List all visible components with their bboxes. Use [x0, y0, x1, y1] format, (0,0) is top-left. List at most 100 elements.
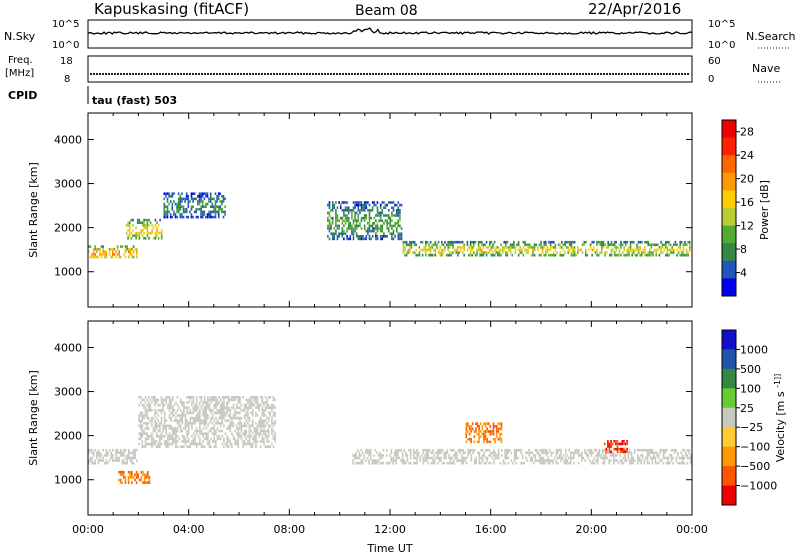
scatter-cell [649, 251, 651, 254]
scatter-cell [500, 425, 503, 428]
scatter-cell [355, 456, 357, 460]
scatter-cell [481, 448, 484, 452]
scatter-cell [165, 442, 168, 446]
scatter-cell [176, 210, 178, 214]
scatter-cell [344, 216, 347, 220]
scatter-cell [154, 224, 157, 227]
scatter-cell [124, 456, 127, 460]
scatter-cell [141, 442, 144, 446]
scatter-cell [505, 246, 507, 249]
scatter-cell [564, 243, 566, 247]
scatter-cell [405, 243, 408, 247]
scatter-cell [195, 215, 198, 219]
freq-label-line1: Freq. [8, 55, 33, 66]
scatter-cell [597, 461, 599, 465]
scatter-cell [424, 454, 426, 457]
scatter-cell [261, 406, 264, 409]
scatter-cell [677, 454, 679, 457]
scatter-cell [657, 454, 660, 457]
scatter-cell [359, 201, 361, 204]
scatter-cell [165, 432, 168, 435]
scatter-cell [251, 401, 254, 404]
scatter-cell [219, 200, 222, 203]
scatter-cell [471, 246, 473, 249]
scatter-cell [195, 419, 198, 422]
scatter-cell [199, 432, 201, 435]
scatter-cell [541, 246, 544, 249]
scatter-cell [195, 429, 198, 433]
scatter-cell [425, 251, 427, 254]
scatter-cell [545, 451, 548, 455]
scatter-cell [469, 240, 472, 244]
scatter-cell [658, 246, 661, 249]
scatter-cell [570, 251, 573, 254]
scatter-cell [445, 451, 447, 455]
scatter-cell [497, 451, 500, 455]
scatter-cell [118, 470, 120, 474]
scatter-cell [209, 195, 212, 198]
scatter-cell [154, 398, 156, 402]
scatter-cell [433, 253, 435, 257]
scatter-cell [255, 442, 257, 446]
scatter-cell [521, 454, 524, 457]
scatter-cell [478, 438, 480, 441]
power-scatter-cells [88, 192, 691, 259]
scatter-cell [520, 448, 522, 452]
scatter-cell [104, 250, 106, 254]
scatter-cell [460, 248, 462, 252]
scatter-cell [569, 451, 572, 455]
scatter-cell [487, 422, 490, 425]
scatter-cell [124, 255, 127, 259]
scatter-cell [261, 409, 264, 412]
scatter-cell [465, 422, 468, 425]
scatter-cell [489, 243, 491, 247]
scatter-cell [488, 448, 490, 452]
scatter-cell [179, 205, 182, 208]
scatter-cell [403, 448, 405, 452]
scatter-cell [253, 435, 256, 438]
scatter-cell [160, 237, 163, 240]
scatter-cell [108, 247, 111, 251]
scatter-cell [577, 451, 580, 455]
scatter-cell [387, 229, 390, 233]
scatter-cell [176, 445, 179, 448]
scatter-cell [446, 451, 449, 455]
scatter-cell [379, 235, 382, 238]
scatter-cell [118, 478, 120, 482]
scatter-cell [481, 454, 484, 457]
scatter-cell [384, 235, 387, 238]
scatter-cell [504, 448, 506, 452]
freq-label-line2: [MHz] [5, 68, 34, 79]
scatter-cell [184, 210, 186, 214]
scatter-cell [184, 208, 186, 211]
scatter-cell [626, 447, 628, 451]
scatter-cell [224, 210, 226, 214]
scatter-cell [224, 197, 226, 201]
scatter-cell [255, 406, 257, 409]
scatter-cell [253, 437, 256, 441]
scatter-cell [274, 414, 276, 417]
scatter-cell [644, 253, 646, 257]
scatter-cell [595, 448, 598, 452]
scatter-cell [215, 429, 217, 433]
scatter-cell [630, 459, 633, 462]
scatter-cell [386, 203, 388, 207]
scatter-cell [492, 425, 495, 428]
scatter-cell [148, 481, 151, 484]
scatter-cell [149, 406, 152, 409]
scatter-cell [216, 419, 219, 422]
scatter-cell [216, 422, 219, 425]
scatter-cell [527, 243, 529, 247]
scatter-cell [128, 255, 130, 259]
scatter-cell [131, 253, 133, 256]
scatter-cell [617, 451, 620, 455]
scatter-cell [495, 435, 498, 438]
scatter-cell [567, 248, 569, 252]
scatter-cell [226, 396, 228, 399]
scatter-cell [551, 240, 553, 244]
scatter-cell [201, 195, 204, 198]
scatter-cell [166, 192, 169, 195]
scatter-cell [192, 396, 195, 399]
scatter-cell [219, 424, 222, 428]
scatter-cell [146, 398, 148, 402]
